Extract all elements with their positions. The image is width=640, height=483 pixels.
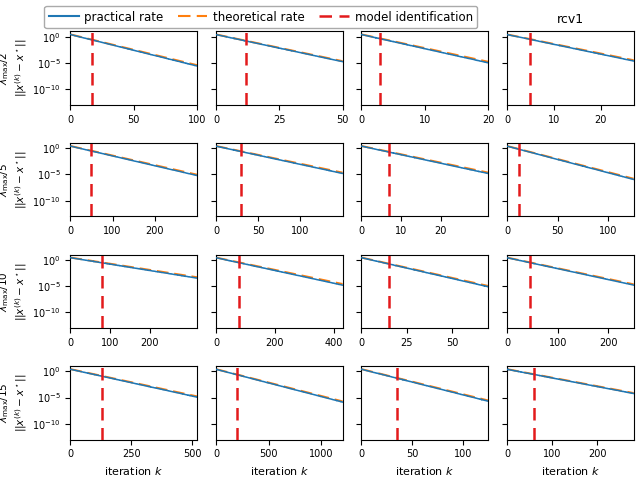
- X-axis label: iteration $k$: iteration $k$: [104, 465, 163, 477]
- Y-axis label: $\lambda_{\max}/10$
$||x^{(k)} - x^\star||$: $\lambda_{\max}/10$ $||x^{(k)} - x^\star…: [0, 262, 29, 321]
- Y-axis label: $\lambda_{\max}/2$
$||x^{(k)} - x^\star||$: $\lambda_{\max}/2$ $||x^{(k)} - x^\star|…: [0, 39, 29, 98]
- X-axis label: iteration $k$: iteration $k$: [395, 465, 454, 477]
- Title: real-sim: real-sim: [399, 13, 450, 26]
- Legend: practical rate, theoretical rate, model identification: practical rate, theoretical rate, model …: [44, 6, 477, 28]
- Y-axis label: $\lambda_{\max}/15$
$||x^{(k)} - x^\star||$: $\lambda_{\max}/15$ $||x^{(k)} - x^\star…: [0, 373, 29, 432]
- Title: gisette: gisette: [258, 13, 301, 26]
- Title: rcv1: rcv1: [557, 13, 584, 26]
- Y-axis label: $\lambda_{\max}/5$
$||x^{(k)} - x^\star||$: $\lambda_{\max}/5$ $||x^{(k)} - x^\star|…: [0, 150, 29, 209]
- X-axis label: iteration $k$: iteration $k$: [250, 465, 309, 477]
- X-axis label: iteration $k$: iteration $k$: [541, 465, 600, 477]
- Title: leukemia: leukemia: [105, 13, 162, 26]
